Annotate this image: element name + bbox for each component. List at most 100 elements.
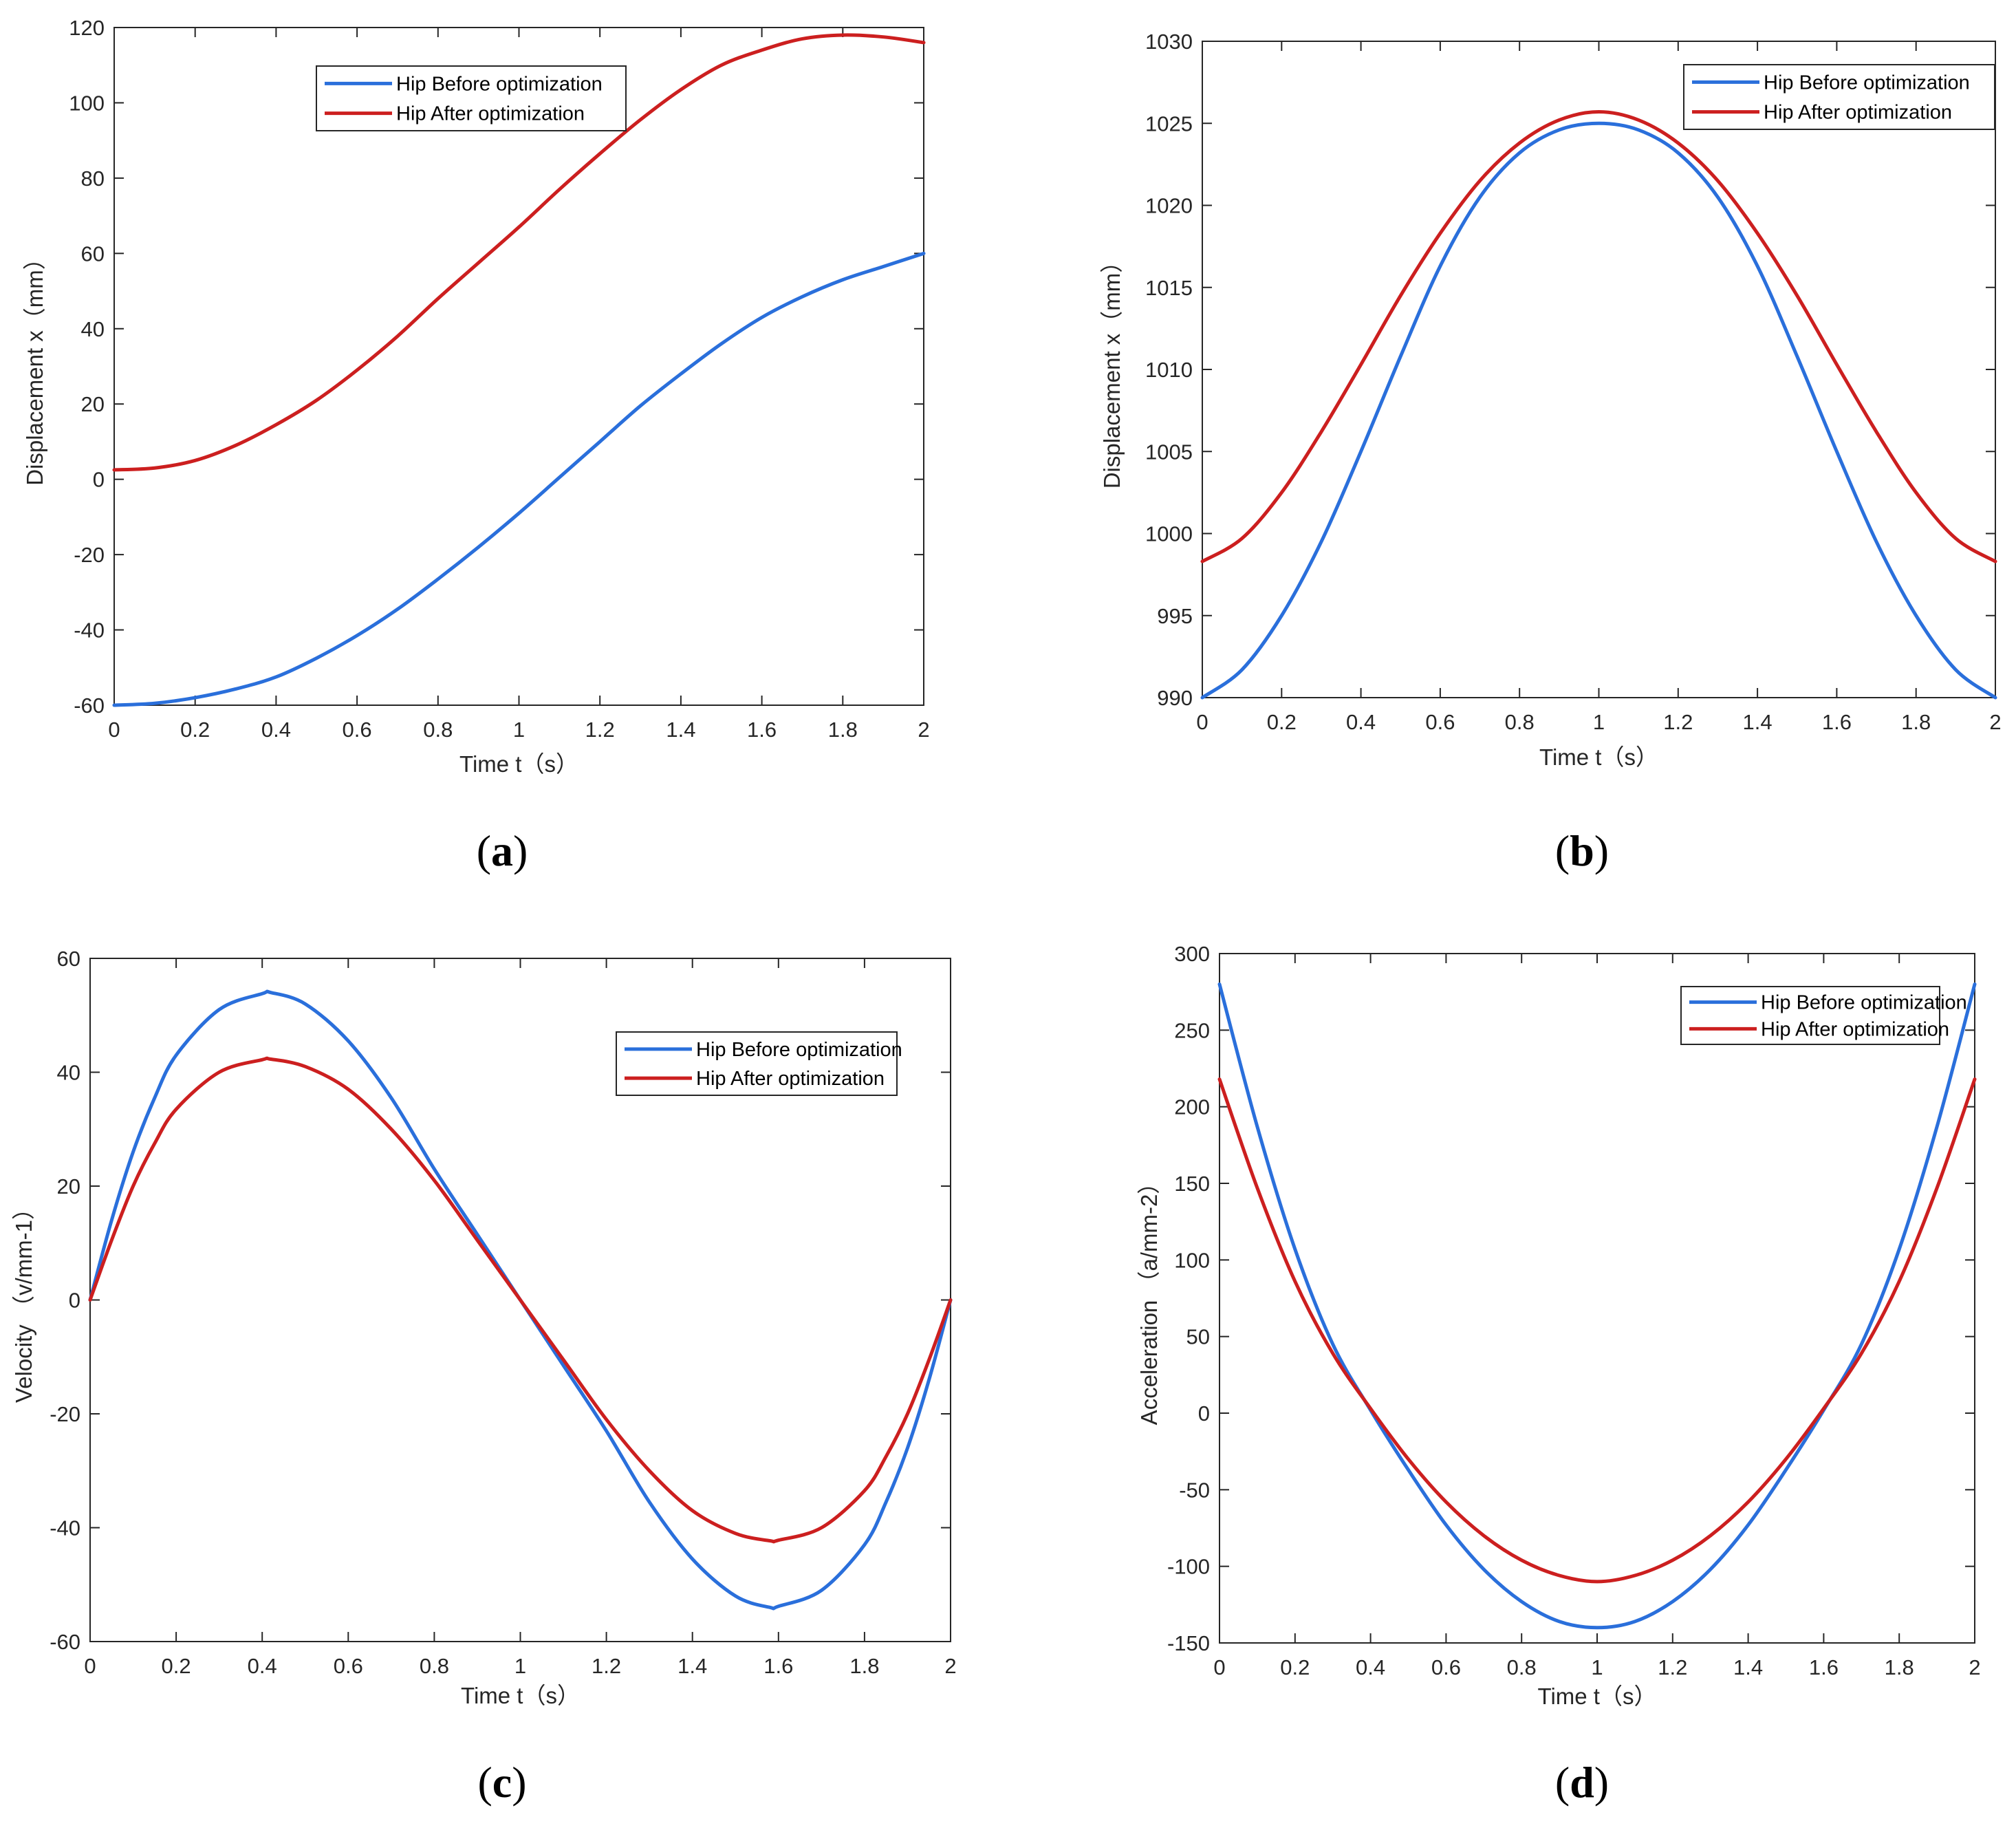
chart-panel-a: 0 0.2 0.4 0.6 0.8 1 1.2 1.4 1.6 1.8 2 -60 -40 -20 0 20 4… bbox=[22, 16, 930, 875]
panel-letter: a bbox=[491, 826, 513, 875]
x-tick-label: 2 bbox=[1969, 1655, 1980, 1679]
y-tick-label: 40 bbox=[57, 1061, 80, 1085]
y-tick-label: 1015 bbox=[1145, 276, 1193, 300]
y-tick-label: 60 bbox=[57, 947, 80, 971]
legend-entry-before: Hip Before optimization bbox=[696, 1039, 902, 1061]
legend-box bbox=[1680, 986, 1940, 1045]
y-tick-label: 60 bbox=[81, 241, 105, 266]
x-tick-label: 0.4 bbox=[248, 1654, 277, 1678]
y-tick-label: 250 bbox=[1174, 1018, 1210, 1042]
x-tick-label: 2 bbox=[944, 1654, 956, 1678]
y-tick-label: -20 bbox=[74, 543, 105, 567]
y-tick-label: 1005 bbox=[1145, 440, 1193, 464]
y-axis-label: Displacement x（mm） bbox=[1099, 250, 1125, 489]
x-tick-label: 0.4 bbox=[1356, 1655, 1385, 1679]
y-tick-label: 995 bbox=[1157, 604, 1193, 628]
panel-tag: (d) bbox=[1555, 1758, 1609, 1807]
legend: Hip Before optimization Hip After optimiz… bbox=[316, 65, 627, 131]
panel-letter: c bbox=[492, 1758, 512, 1807]
legend-entry-before: Hip Before optimization bbox=[396, 73, 603, 95]
y-tick-label: 1030 bbox=[1145, 30, 1193, 54]
legend-entry-after: Hip After optimization bbox=[396, 103, 585, 125]
x-tick-label: 2 bbox=[918, 718, 929, 742]
chart-panel-d: 0 0.2 0.4 0.6 0.8 1 1.2 1.4 1.6 1.8 2 -150 -100 -50 0 5… bbox=[1136, 942, 1981, 1807]
x-tick-label: 0.2 bbox=[1267, 710, 1297, 734]
x-tick-label: 0.6 bbox=[1425, 710, 1455, 734]
y-tick-label: 0 bbox=[69, 1289, 80, 1313]
x-tick-label: 0.4 bbox=[1346, 710, 1376, 734]
plot-area-frame bbox=[1202, 41, 1996, 698]
y-tick-label: 100 bbox=[1174, 1248, 1210, 1272]
plot-area-frame bbox=[113, 27, 924, 706]
y-tick-label: -100 bbox=[1167, 1555, 1210, 1579]
x-tick-label: 0.6 bbox=[334, 1654, 363, 1678]
y-tick-label: 50 bbox=[1186, 1325, 1210, 1349]
y-tick-label: -20 bbox=[50, 1402, 80, 1426]
x-tick-label: 0 bbox=[108, 718, 120, 742]
y-tick-label: 990 bbox=[1157, 686, 1193, 710]
panel-letter: d bbox=[1570, 1758, 1594, 1807]
x-tick-label: 0.8 bbox=[423, 718, 453, 742]
legend-box bbox=[616, 1031, 898, 1096]
y-tick-label: -60 bbox=[50, 1630, 80, 1654]
y-tick-label: 300 bbox=[1174, 942, 1210, 966]
x-tick-label: 1.6 bbox=[747, 718, 777, 742]
x-tick-label: 0 bbox=[1196, 710, 1208, 734]
x-tick-label: 1.6 bbox=[763, 1654, 793, 1678]
legend-box bbox=[316, 65, 627, 131]
chart-panel-c: 0 0.2 0.4 0.6 0.8 1 1.2 1.4 1.6 1.8 2 -60 -40 -20 0 20 4… bbox=[11, 947, 957, 1807]
x-tick-label: 1.4 bbox=[1733, 1655, 1763, 1679]
x-tick-label: 2 bbox=[1989, 710, 2001, 734]
y-tick-label: 20 bbox=[81, 392, 105, 416]
y-tick-label: 100 bbox=[69, 91, 105, 115]
x-tick-label: 1.4 bbox=[1743, 710, 1773, 734]
legend-entry-after: Hip After optimization bbox=[1764, 102, 1952, 124]
x-tick-label: 0.8 bbox=[1505, 710, 1535, 734]
y-tick-label: 0 bbox=[1198, 1401, 1210, 1426]
legend: Hip Before optimization Hip After optimiz… bbox=[1683, 64, 1995, 130]
y-tick-label: 0 bbox=[93, 468, 105, 492]
x-tick-label: 1.2 bbox=[1658, 1655, 1687, 1679]
x-axis-label: Time t（s） bbox=[1539, 744, 1658, 770]
x-tick-label: 0.6 bbox=[1431, 1655, 1461, 1679]
x-axis-label: Time t（s） bbox=[459, 751, 578, 777]
x-tick-label: 1.2 bbox=[585, 718, 615, 742]
y-tick-label: 1020 bbox=[1145, 194, 1193, 218]
y-tick-label: 1000 bbox=[1145, 522, 1193, 546]
x-tick-label: 1.8 bbox=[828, 718, 858, 742]
y-tick-label: 80 bbox=[81, 166, 105, 191]
x-tick-label: 0.4 bbox=[261, 718, 291, 742]
y-tick-label: 20 bbox=[57, 1174, 80, 1198]
legend-box bbox=[1683, 64, 1995, 130]
x-tick-label: 1.2 bbox=[1663, 710, 1693, 734]
y-tick-label: -50 bbox=[1179, 1478, 1210, 1502]
plot-area-frame bbox=[1219, 953, 1975, 1644]
x-tick-label: 1.6 bbox=[1822, 710, 1852, 734]
x-tick-label: 0 bbox=[84, 1654, 96, 1678]
x-tick-label: 0 bbox=[1213, 1655, 1225, 1679]
x-tick-label: 1.4 bbox=[678, 1654, 707, 1678]
y-tick-label: 1010 bbox=[1145, 358, 1193, 382]
legend-entry-before: Hip Before optimization bbox=[1764, 72, 1970, 94]
x-tick-label: 1.8 bbox=[849, 1654, 879, 1678]
x-axis-label: Time t（s） bbox=[1538, 1684, 1657, 1709]
y-tick-label: 150 bbox=[1174, 1172, 1210, 1196]
series-line-after bbox=[1200, 110, 1997, 563]
y-tick-label: -40 bbox=[74, 619, 105, 643]
y-tick-label: -150 bbox=[1167, 1631, 1210, 1655]
x-tick-label: 1.8 bbox=[1885, 1655, 1914, 1679]
y-tick-label: 1025 bbox=[1145, 111, 1193, 136]
x-tick-label: 1.2 bbox=[592, 1654, 621, 1678]
chart-panel-b: 0 0.2 0.4 0.6 0.8 1 1.2 1.4 1.6 1.8 2 990 995 1000 100… bbox=[1099, 30, 2002, 875]
x-tick-label: 1 bbox=[1591, 1655, 1603, 1679]
x-tick-label: 1 bbox=[514, 1654, 526, 1678]
panel-tag: (c) bbox=[477, 1758, 526, 1807]
series-line-before bbox=[1200, 121, 1997, 700]
x-tick-label: 0.2 bbox=[180, 718, 210, 742]
legend: Hip Before optimization Hip After optimiz… bbox=[1680, 986, 1967, 1045]
x-tick-label: 1.4 bbox=[666, 718, 695, 742]
x-axis-label: Time t（s） bbox=[461, 1683, 580, 1708]
series-line-after bbox=[112, 33, 926, 472]
panel-tag: (a) bbox=[477, 826, 528, 875]
